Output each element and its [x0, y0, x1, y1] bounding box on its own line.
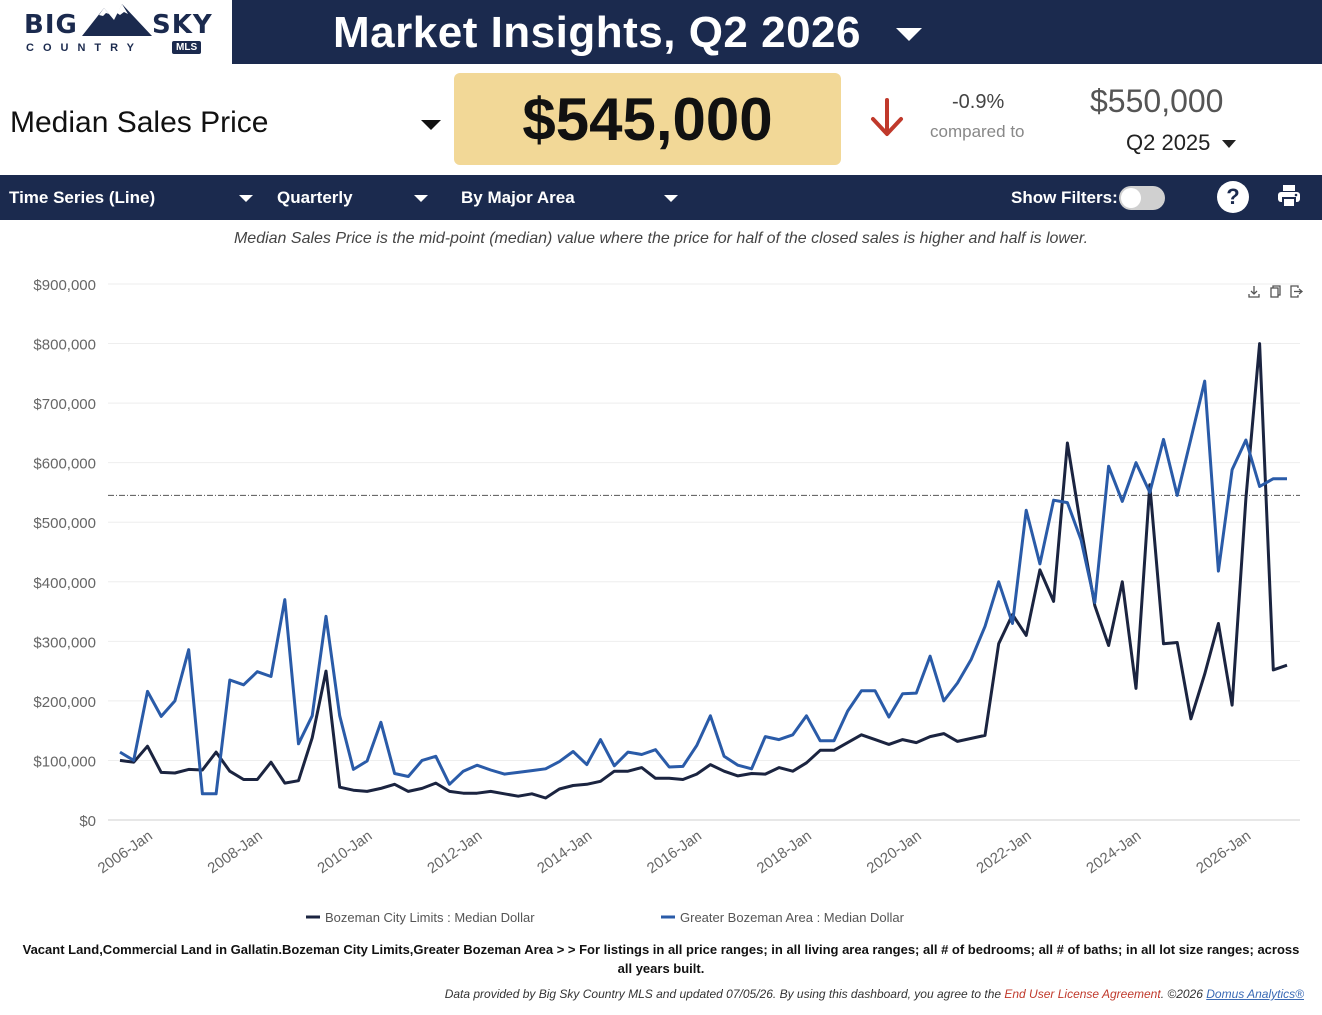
- x-tick-label: 2024-Jan: [1083, 827, 1144, 877]
- logo[interactable]: BIG SKY COUNTRY MLS: [0, 0, 232, 64]
- header-bar: BIG SKY COUNTRY MLS Market Insights, Q2 …: [0, 0, 1322, 64]
- x-tick-label: 2022-Jan: [973, 827, 1034, 877]
- chart-type-dropdown[interactable]: Time Series (Line): [9, 188, 156, 207]
- help-icon[interactable]: ?: [1217, 181, 1249, 213]
- x-tick-label: 2014-Jan: [534, 827, 595, 877]
- toolbar: Time Series (Line) Quarterly By Major Ar…: [0, 175, 1322, 220]
- show-filters-label: Show Filters:: [1011, 188, 1118, 207]
- period-dropdown-caret-icon[interactable]: [896, 28, 922, 41]
- filter-summary: Vacant Land,Commercial Land in Gallatin.…: [22, 942, 1300, 976]
- x-tick-label: 2010-Jan: [314, 827, 375, 877]
- logo-word-country: COUNTRY: [26, 42, 143, 54]
- x-tick-label: 2012-Jan: [424, 827, 485, 877]
- x-tick-label: 2016-Jan: [644, 827, 705, 877]
- y-tick-label: $100,000: [33, 753, 96, 770]
- credits-text: Data provided by Big Sky Country MLS and…: [444, 987, 1005, 1001]
- x-tick-label: 2026-Jan: [1193, 827, 1254, 877]
- interval-caret-icon[interactable]: [414, 195, 428, 202]
- prior-period-value: $550,000: [1090, 83, 1224, 119]
- grouping-dropdown[interactable]: By Major Area: [461, 188, 575, 207]
- interval-dropdown[interactable]: Quarterly: [277, 188, 353, 207]
- eula-link[interactable]: End User License Agreement: [1004, 987, 1161, 1001]
- y-tick-label: $0: [79, 813, 96, 830]
- line-chart: $0 $100,000 $200,000 $300,000 $400,000 $500,0…: [33, 277, 1300, 925]
- compared-to-label: compared to: [930, 122, 1025, 141]
- logo-mls-badge: MLS: [172, 41, 202, 54]
- print-icon[interactable]: [1276, 183, 1302, 209]
- y-tick-label: $800,000: [33, 337, 96, 354]
- comparison-dropdown-caret-icon[interactable]: [1222, 140, 1236, 148]
- chart-type-caret-icon[interactable]: [239, 195, 253, 202]
- metric-selector[interactable]: Median Sales Price: [10, 106, 269, 139]
- toggle-knob: [1121, 188, 1141, 208]
- x-tick-label: 2006-Jan: [95, 827, 156, 877]
- change-percent: -0.9%: [952, 91, 1005, 113]
- y-tick-label: $900,000: [33, 277, 96, 294]
- series-line-2: [119, 379, 1287, 796]
- metric-description: Median Sales Price is the mid-point (med…: [233, 230, 1089, 247]
- show-filters-toggle[interactable]: [1119, 186, 1165, 210]
- logo-word-sky: SKY: [152, 10, 213, 40]
- y-tick-label: $600,000: [33, 456, 96, 473]
- download-icon[interactable]: [1248, 286, 1260, 298]
- y-tick-label: $400,000: [33, 575, 96, 592]
- copyright-text: . ©2026: [1160, 987, 1207, 1001]
- domus-link[interactable]: Domus Analytics®: [1206, 987, 1304, 1001]
- legend-label: Greater Bozeman Area : Median Dollar: [680, 910, 905, 925]
- data-credits: Data provided by Big Sky Country MLS and…: [445, 987, 1304, 1001]
- metric-value-card: $545,000: [454, 73, 841, 165]
- legend-label: Bozeman City Limits : Median Dollar: [325, 910, 535, 925]
- x-tick-label: 2018-Jan: [754, 827, 815, 877]
- x-tick-label: 2020-Jan: [864, 827, 925, 877]
- export-icon[interactable]: [1290, 285, 1304, 298]
- metric-dropdown-caret-icon[interactable]: [421, 120, 441, 130]
- y-tick-label: $300,000: [33, 634, 96, 651]
- copy-icon[interactable]: [1270, 285, 1281, 298]
- x-tick-label: 2008-Jan: [205, 827, 266, 877]
- logo-word-big: BIG: [24, 10, 78, 40]
- arrow-down-icon: [871, 98, 903, 136]
- comparison-period-select[interactable]: Q2 2025: [1126, 130, 1211, 155]
- grouping-caret-icon[interactable]: [664, 195, 678, 202]
- y-tick-label: $700,000: [33, 396, 96, 413]
- mountain-icon: [82, 4, 152, 36]
- y-tick-label: $500,000: [33, 515, 96, 532]
- page-title[interactable]: Market Insights, Q2 2026: [333, 8, 861, 57]
- y-tick-label: $200,000: [33, 694, 96, 711]
- chart-export-tools: [1248, 285, 1304, 298]
